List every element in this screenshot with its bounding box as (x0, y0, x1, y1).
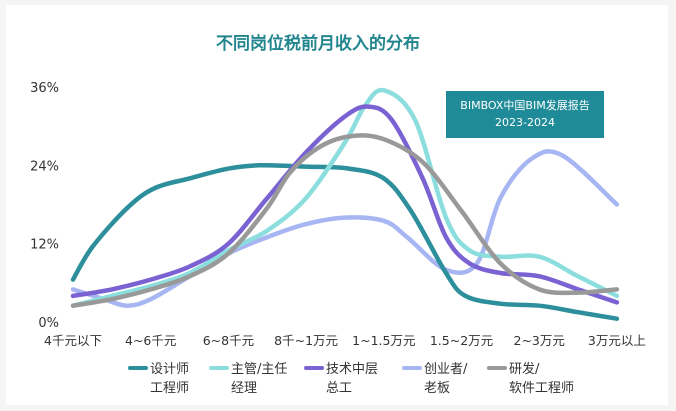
legend-label: 软件工程师 (509, 381, 574, 396)
series-line (70, 133, 620, 308)
y-tick-label: 12% (30, 238, 59, 253)
chart-title: 不同岗位税前月收入的分布 (216, 33, 420, 54)
legend-label: 创业者/ (424, 362, 468, 377)
report-badge-line2: 2023-2024 (495, 116, 555, 129)
report-badge-background (446, 91, 604, 138)
legend-label: 设计师 (150, 362, 189, 377)
x-tick-label: 4千元以下 (44, 333, 102, 348)
x-axis-ticks: 4千元以下 4~6千元 6~8千元 8千~1万元 1~1.5万元 1.5~2万元 2~3万元… (44, 333, 646, 348)
report-badge: BIMBOX中国BIM发展报告 2023-2024 (446, 91, 604, 138)
x-tick-label: 1.5~2万元 (430, 333, 493, 348)
y-axis-ticks: 0% 12% 24% 36% (30, 81, 59, 331)
x-tick-label: 8千~1万元 (274, 333, 338, 348)
salary-distribution-chart: 不同岗位税前月收入的分布 0% 12% 24% 36% 4千元以下 4~6千元 6~8千元… (30, 33, 646, 396)
y-tick-label: 36% (30, 81, 59, 96)
x-tick-label: 2~3万元 (514, 333, 565, 348)
series-line (70, 149, 620, 308)
legend-label: 工程师 (150, 381, 189, 396)
y-tick-label: 24% (30, 159, 59, 174)
chart-card: 不同岗位税前月收入的分布 0% 12% 24% 36% 4千元以下 4~6千元 6~8千元… (6, 5, 668, 405)
legend-label: 研发/ (509, 361, 540, 377)
series-lines (70, 87, 620, 321)
x-tick-label: 3万元以上 (588, 333, 646, 348)
legend-label: 老板 (424, 381, 450, 396)
legend-label: 经理 (231, 381, 257, 396)
legend-label: 主管/主任 (231, 362, 287, 377)
x-tick-label: 6~8千元 (203, 333, 254, 348)
legend-label: 总工 (326, 381, 352, 396)
report-badge-line1: BIMBOX中国BIM发展报告 (460, 98, 589, 112)
x-tick-label: 4~6千元 (125, 333, 176, 348)
x-tick-label: 1~1.5万元 (352, 333, 415, 348)
legend-label: 技术中层 (326, 362, 378, 377)
series-line (70, 162, 620, 321)
y-tick-label: 0% (38, 316, 59, 331)
